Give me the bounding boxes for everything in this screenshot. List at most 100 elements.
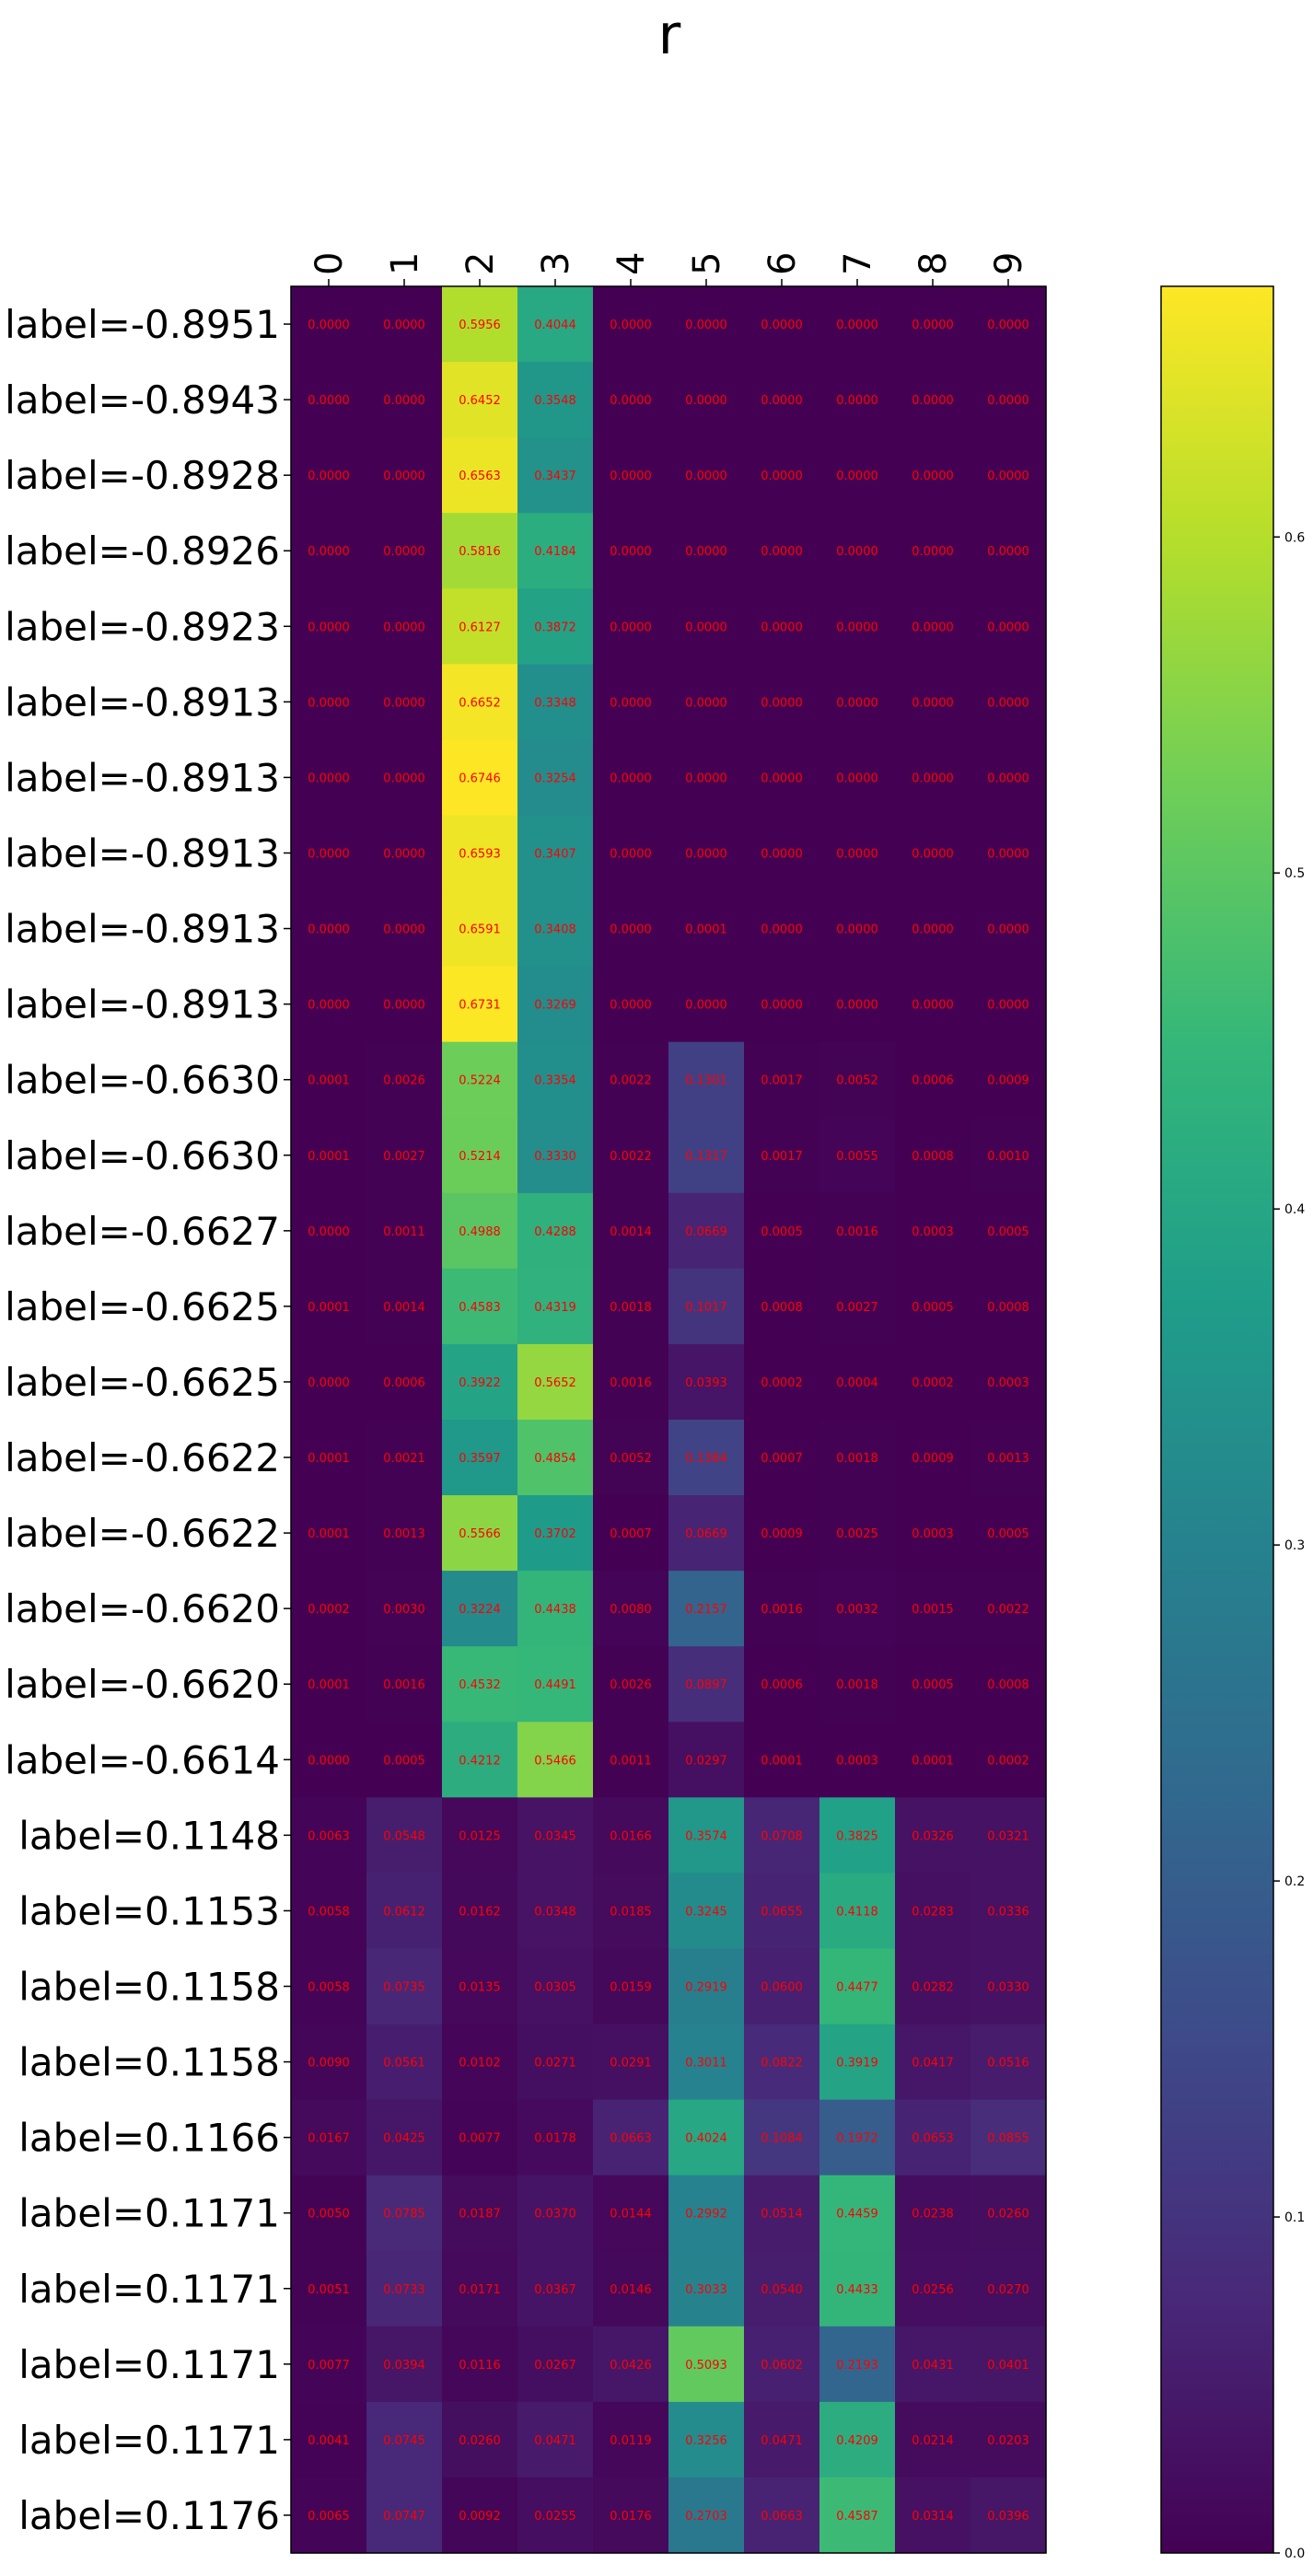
cell-value-label: 0.0009 (987, 1074, 1029, 1088)
heatmap-cell (442, 815, 518, 892)
heatmap-cell (366, 1495, 443, 1572)
heatmap-cell (442, 2401, 518, 2478)
cell-value-label: 0.0077 (459, 2132, 501, 2146)
heatmap-cell (895, 1192, 971, 1270)
heatmap-cell (895, 2250, 971, 2327)
cell-value-label: 0.0785 (383, 2208, 425, 2222)
cell-value-label: 0.0000 (987, 772, 1029, 785)
heatmap-cell (291, 2099, 367, 2176)
heatmap-cell (442, 890, 518, 968)
cell-value-label: 0.0001 (685, 923, 727, 937)
row-label: label=-0.6630 (5, 1133, 280, 1178)
heatmap-cell (291, 437, 367, 514)
heatmap-cell (819, 2024, 896, 2101)
heatmap-cell (291, 1041, 367, 1119)
heatmap-cell (442, 1495, 518, 1572)
heatmap-cell (895, 437, 971, 514)
heatmap-cell (668, 1192, 745, 1270)
colorbar-ticks: 0.0 0.1 0.2 0.3 0.4 0.5 0.6 (1273, 530, 1305, 2561)
heatmap-cell (744, 1420, 820, 1496)
cell-value-label: 0.0000 (912, 394, 954, 408)
cell-value-label: 0.0005 (912, 1678, 954, 1692)
cell-value-label: 0.4459 (836, 2208, 878, 2222)
cell-value-label: 0.0516 (987, 2057, 1029, 2071)
cell-value-label: 0.3597 (459, 1452, 501, 1466)
heatmap-cell (668, 1873, 745, 1950)
cell-value-label: 0.0050 (308, 2208, 350, 2222)
cell-value-label: 0.0000 (685, 999, 727, 1013)
cell-value-label: 0.0016 (383, 1678, 425, 1692)
cell-value-label: 0.4438 (534, 1603, 576, 1617)
cell-value-label: 0.0092 (459, 2510, 501, 2524)
cell-value-label: 0.0001 (308, 1452, 350, 1466)
heatmap-cell (895, 815, 971, 892)
cell-value-label: 0.4532 (459, 1678, 501, 1692)
cell-value-label: 0.0000 (383, 772, 425, 785)
row-label: label=0.1158 (18, 1965, 280, 2010)
heatmap-cell (819, 1343, 896, 1421)
cell-value-label: 0.0471 (534, 2434, 576, 2448)
heatmap-cell (593, 286, 669, 363)
heatmap-cell (517, 1571, 594, 1647)
column-label: 0 (308, 252, 351, 275)
cell-value-label: 0.0017 (761, 1150, 803, 1164)
heatmap-cell (291, 890, 367, 968)
cell-value-label: 0.0016 (610, 1376, 652, 1390)
heatmap-cell (517, 1041, 594, 1119)
heatmap-cell (517, 513, 594, 589)
cell-value-label: 0.0267 (534, 2359, 576, 2373)
row-label: label=0.1176 (18, 2493, 280, 2538)
heatmap-cell (442, 588, 518, 665)
cell-value-label: 0.2703 (685, 2510, 727, 2524)
heatmap-cell (517, 2175, 594, 2252)
heatmap-cell (442, 1117, 518, 1194)
cell-value-label: 0.0022 (610, 1150, 652, 1164)
cell-value-label: 0.0000 (383, 696, 425, 710)
cell-value-label: 0.0000 (610, 394, 652, 408)
cell-value-label: 0.3033 (685, 2283, 727, 2297)
cell-value-label: 0.1384 (685, 1452, 727, 1466)
cell-value-label: 0.0000 (987, 621, 1029, 634)
heatmap-cell (819, 1420, 896, 1496)
cell-value-label: 0.4854 (534, 1452, 576, 1466)
heatmap-cell (819, 966, 896, 1043)
heatmap-cell (895, 2401, 971, 2478)
cell-value-label: 0.0025 (836, 1527, 878, 1541)
cell-value-label: 0.0014 (383, 1301, 425, 1315)
heatmap-cell (970, 1268, 1047, 1345)
heatmap-cell (593, 2250, 669, 2327)
cell-value-label: 0.0013 (383, 1527, 425, 1541)
cell-value-label: 0.0018 (836, 1452, 878, 1466)
cell-value-label: 0.0401 (987, 2359, 1029, 2373)
heatmap-cell (442, 739, 518, 817)
cell-value-label: 0.4587 (836, 2510, 878, 2524)
column-label: 8 (912, 252, 955, 275)
cell-value-label: 0.4118 (836, 1905, 878, 1919)
colorbar-tick-label: 0.5 (1284, 866, 1305, 881)
heatmap-cell (517, 966, 594, 1043)
cell-value-label: 0.0000 (912, 621, 954, 634)
heatmap-cell (291, 2326, 367, 2403)
heatmap-cell (366, 286, 443, 363)
cell-value-label: 0.3574 (685, 1829, 727, 1843)
heatmap-cell (744, 2099, 820, 2176)
heatmap-cell (668, 2477, 745, 2554)
heatmap-cell (895, 513, 971, 589)
heatmap-cell (366, 966, 443, 1043)
cell-value-label: 0.0000 (308, 1376, 350, 1390)
heatmap-cell (366, 1117, 443, 1194)
cell-value-label: 0.0000 (610, 923, 652, 937)
heatmap-cell (366, 1041, 443, 1119)
cell-value-label: 0.5816 (459, 545, 501, 559)
heatmap-cell (442, 1571, 518, 1647)
cell-value-label: 0.0013 (987, 1452, 1029, 1466)
cell-value-label: 0.0000 (761, 696, 803, 710)
cell-value-label: 0.3922 (459, 1376, 501, 1390)
heatmap-cell (366, 2326, 443, 2403)
heatmap-cell (895, 286, 971, 363)
cell-value-label: 0.0001 (308, 1150, 350, 1164)
cell-value-label: 0.0000 (987, 319, 1029, 332)
cell-value-label: 0.0417 (912, 2057, 954, 2071)
heatmap-cell (819, 1495, 896, 1572)
heatmap-cell (668, 2175, 745, 2252)
